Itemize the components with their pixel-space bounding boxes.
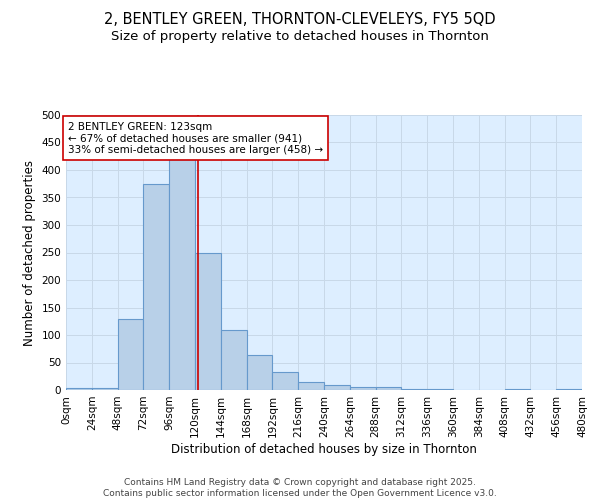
Bar	[350, 387, 376, 390]
Text: Contains HM Land Registry data © Crown copyright and database right 2025.
Contai: Contains HM Land Registry data © Crown c…	[103, 478, 497, 498]
Bar	[247, 356, 272, 390]
Bar	[272, 372, 298, 390]
Bar	[298, 382, 324, 390]
Text: 2, BENTLEY GREEN, THORNTON-CLEVELEYS, FY5 5QD: 2, BENTLEY GREEN, THORNTON-CLEVELEYS, FY…	[104, 12, 496, 28]
Bar	[556, 389, 582, 390]
Text: 2 BENTLEY GREEN: 123sqm
← 67% of detached houses are smaller (941)
33% of semi-d: 2 BENTLEY GREEN: 123sqm ← 67% of detache…	[68, 122, 323, 155]
Bar	[92, 388, 118, 390]
Bar	[195, 252, 221, 390]
Y-axis label: Number of detached properties: Number of detached properties	[23, 160, 36, 346]
Bar	[427, 389, 453, 390]
Bar	[169, 159, 195, 390]
Bar	[143, 184, 169, 390]
Bar	[376, 387, 401, 390]
Bar	[401, 389, 427, 390]
Bar	[505, 389, 530, 390]
X-axis label: Distribution of detached houses by size in Thornton: Distribution of detached houses by size …	[171, 442, 477, 456]
Text: Size of property relative to detached houses in Thornton: Size of property relative to detached ho…	[111, 30, 489, 43]
Bar	[66, 388, 92, 390]
Bar	[118, 318, 143, 390]
Bar	[324, 384, 350, 390]
Bar	[221, 330, 247, 390]
